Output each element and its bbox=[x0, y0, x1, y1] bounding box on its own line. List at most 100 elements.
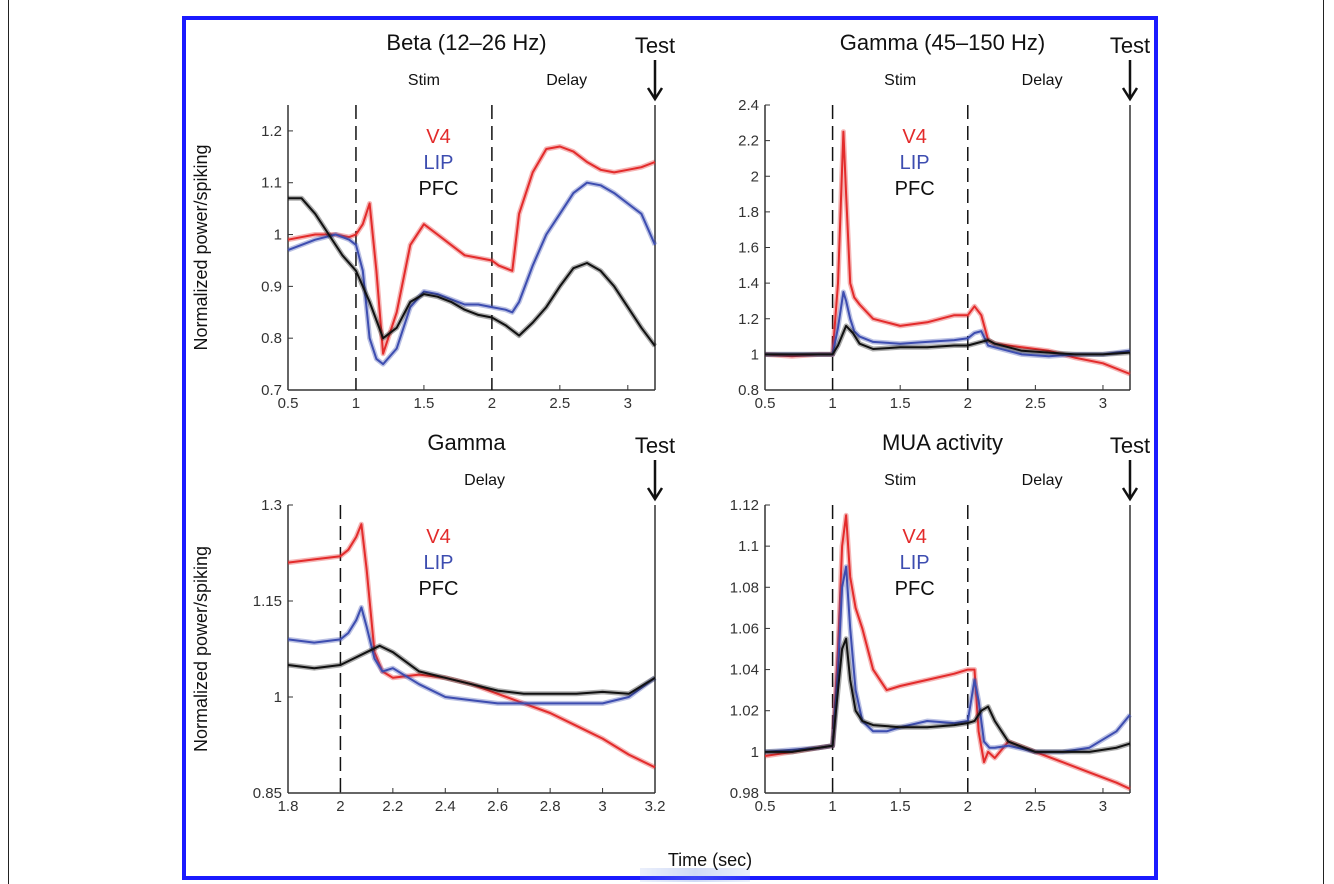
y-tick-label: 0.85 bbox=[253, 785, 282, 802]
phase-label: Delay bbox=[464, 472, 505, 489]
test-label: Test bbox=[635, 33, 675, 58]
phase-label: Delay bbox=[1022, 472, 1063, 489]
series-band-v4 bbox=[287, 144, 656, 357]
y-tick-label: 1.08 bbox=[730, 579, 759, 596]
chart-title: Beta (12–26 Hz) bbox=[386, 30, 546, 55]
figure-frame bbox=[182, 16, 1158, 880]
legend-pfc: PFC bbox=[418, 178, 458, 200]
x-tick-label: 2.6 bbox=[487, 798, 508, 815]
x-axis-label: Time (sec) bbox=[668, 850, 752, 870]
legend-v4: V4 bbox=[426, 526, 450, 548]
series-band-pfc bbox=[287, 643, 657, 697]
x-tick-label: 2.5 bbox=[1025, 798, 1046, 815]
y-tick-label: 1.6 bbox=[738, 240, 759, 257]
test-label: Test bbox=[635, 433, 675, 458]
series-band-v4 bbox=[764, 129, 1131, 377]
x-tick-label: 0.5 bbox=[755, 798, 776, 815]
series-band-v4 bbox=[287, 521, 657, 770]
legend-lip: LIP bbox=[423, 152, 453, 174]
phase-label: Stim bbox=[884, 72, 916, 89]
y-tick-label: 0.9 bbox=[261, 278, 282, 295]
test-arrow-head bbox=[646, 487, 664, 502]
legend-lip: LIP bbox=[423, 552, 453, 574]
y-tick-label: 1 bbox=[751, 744, 759, 761]
legend-pfc: PFC bbox=[895, 578, 935, 600]
series-line-pfc bbox=[765, 324, 1131, 356]
series-line-v4 bbox=[764, 130, 1131, 375]
x-tick-label: 1.5 bbox=[890, 798, 911, 815]
y-axis-label: Normalized power/spiking bbox=[191, 546, 211, 752]
x-tick-label: 2 bbox=[488, 395, 496, 412]
x-tick-label: 1 bbox=[352, 395, 360, 412]
y-tick-label: 2.4 bbox=[738, 97, 759, 114]
y-tick-label: 0.8 bbox=[738, 382, 759, 399]
x-tick-label: 2.5 bbox=[1025, 395, 1046, 412]
series-line-lip bbox=[765, 291, 1131, 358]
x-tick-label: 2.5 bbox=[549, 395, 570, 412]
y-tick-label: 1 bbox=[751, 346, 759, 363]
chart-panel-mua: MUA activity Stim Delay Test 0.5 1 1.5 2 2.5 3 0.9… bbox=[730, 430, 1150, 815]
legend-lip: LIP bbox=[900, 552, 930, 574]
x-tick-label: 1.8 bbox=[278, 798, 299, 815]
x-tick-label: 3.2 bbox=[645, 798, 666, 815]
legend-v4: V4 bbox=[426, 126, 450, 148]
y-tick-label: 2 bbox=[751, 168, 759, 185]
legend-v4: V4 bbox=[902, 126, 926, 148]
y-tick-label: 1.15 bbox=[253, 593, 282, 610]
y-tick-label: 1.1 bbox=[261, 175, 282, 192]
y-tick-label: 1.1 bbox=[738, 538, 759, 555]
y-tick-label: 1.06 bbox=[730, 620, 759, 637]
y-tick-label: 1.12 bbox=[730, 497, 759, 514]
chart-panel-gamma_wide: Gamma (45–150 Hz) Stim Delay Test 0.5 1 1.5 2 2.… bbox=[738, 30, 1150, 412]
series-line-lip bbox=[287, 181, 656, 366]
x-tick-label: 2 bbox=[964, 798, 972, 815]
y-tick-label: 1.2 bbox=[738, 311, 759, 328]
test-label: Test bbox=[1110, 433, 1150, 458]
x-tick-label: 2 bbox=[964, 395, 972, 412]
x-tick-label: 1 bbox=[828, 395, 836, 412]
series-band-pfc bbox=[288, 195, 658, 348]
chart-panel-gamma_delay: Gamma Delay Test 1.8 2 2.2 2.4 2.6 2.8 3 3.2 0.85 1 1… bbox=[191, 430, 675, 815]
series-line-v4 bbox=[287, 523, 656, 769]
y-tick-label: 1.02 bbox=[730, 703, 759, 720]
legend-lip: LIP bbox=[900, 152, 930, 174]
x-tick-label: 3 bbox=[1099, 798, 1107, 815]
series-band-pfc bbox=[765, 636, 1131, 755]
series-line-v4 bbox=[287, 145, 656, 355]
chart-title: Gamma (45–150 Hz) bbox=[840, 30, 1045, 55]
series-line-pfc bbox=[765, 637, 1131, 753]
page-border bbox=[8, 0, 1324, 884]
x-tick-label: 3 bbox=[598, 798, 606, 815]
y-tick-label: 1.8 bbox=[738, 204, 759, 221]
test-arrow-head bbox=[1121, 87, 1139, 102]
chart-title: Gamma bbox=[427, 430, 506, 455]
legend-pfc: PFC bbox=[895, 178, 935, 200]
x-tick-label: 3 bbox=[1099, 395, 1107, 412]
series-line-lip bbox=[764, 565, 1131, 753]
x-tick-label: 2.4 bbox=[435, 798, 456, 815]
x-tick-label: 0.5 bbox=[278, 395, 299, 412]
y-tick-label: 0.8 bbox=[261, 330, 282, 347]
y-tick-label: 1 bbox=[274, 227, 282, 244]
test-arrow-head bbox=[1121, 487, 1139, 502]
x-tick-label: 1 bbox=[828, 798, 836, 815]
legend-pfc: PFC bbox=[418, 578, 458, 600]
y-tick-label: 2.2 bbox=[738, 133, 759, 150]
watermark bbox=[640, 868, 750, 882]
y-axis-label: Normalized power/spiking bbox=[191, 144, 211, 350]
test-arrow-head bbox=[646, 87, 664, 102]
x-tick-label: 2 bbox=[336, 798, 344, 815]
phase-label: Delay bbox=[1022, 72, 1063, 89]
y-tick-label: 0.98 bbox=[730, 785, 759, 802]
series-line-pfc bbox=[288, 197, 656, 347]
phase-label: Stim bbox=[884, 472, 916, 489]
series-line-lip bbox=[287, 606, 656, 705]
phase-label: Stim bbox=[408, 72, 440, 89]
x-tick-label: 3 bbox=[624, 395, 632, 412]
series-band-lip bbox=[287, 604, 657, 706]
y-tick-label: 0.7 bbox=[261, 382, 282, 399]
x-tick-label: 2.2 bbox=[382, 798, 403, 815]
chart-title: MUA activity bbox=[882, 430, 1003, 455]
test-label: Test bbox=[1110, 33, 1150, 58]
x-tick-label: 2.8 bbox=[540, 798, 561, 815]
